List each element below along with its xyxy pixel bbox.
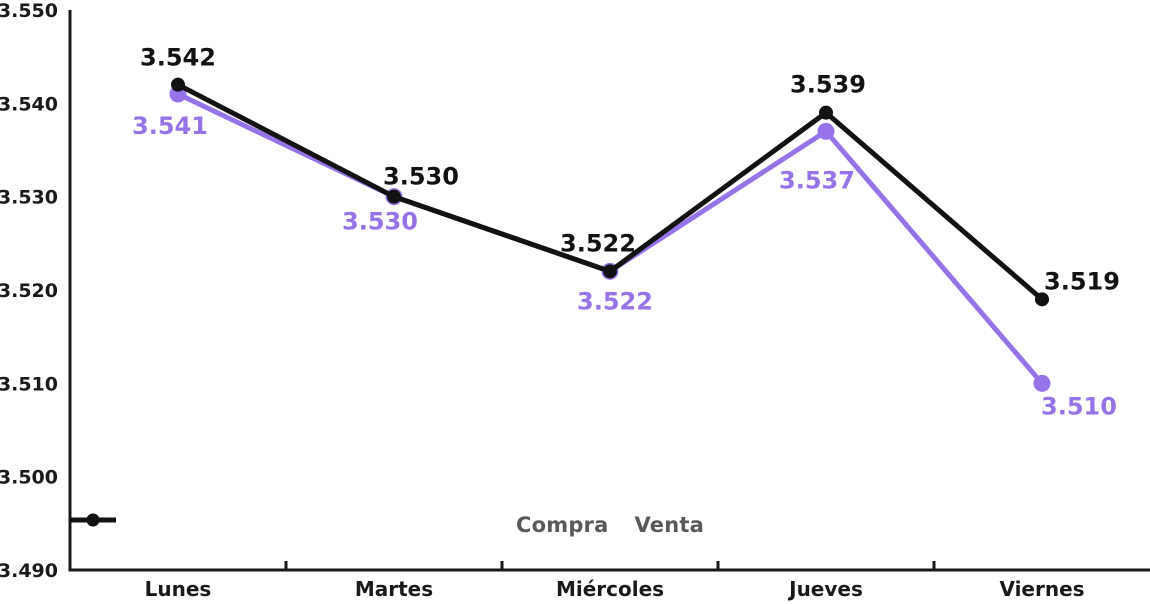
- data-label-compra-jueves: 3.537: [779, 166, 855, 194]
- y-tick-label: 3.500: [0, 467, 58, 489]
- data-point-venta-martes: [387, 189, 401, 204]
- x-axis-label-viernes: Viernes: [999, 577, 1084, 601]
- data-point-venta-viernes: [1035, 292, 1049, 307]
- x-axis-label-miercoles: Miércoles: [556, 577, 664, 601]
- data-point-venta-jueves: [819, 105, 833, 120]
- data-label-compra-lunes: 3.541: [132, 112, 208, 140]
- data-label-venta-jueves: 3.539: [790, 71, 866, 99]
- x-axis-label-lunes: Lunes: [145, 577, 212, 601]
- data-point-venta-miercoles: [603, 264, 617, 279]
- y-tick-label: 3.530: [0, 187, 58, 209]
- data-point-venta-lunes: [171, 77, 185, 92]
- data-label-venta-lunes: 3.542: [140, 44, 216, 72]
- data-label-compra-miercoles: 3.522: [577, 287, 653, 315]
- data-point-compra-jueves: [817, 122, 835, 140]
- data-label-compra-martes: 3.530: [342, 208, 418, 236]
- y-tick-label: 3.540: [0, 93, 58, 115]
- y-tick-label: 3.550: [0, 0, 58, 22]
- y-tick-label: 3.520: [0, 280, 58, 302]
- y-tick-label: 3.490: [0, 560, 58, 582]
- data-point-compra-viernes: [1033, 374, 1051, 392]
- data-label-venta-viernes: 3.519: [1044, 267, 1120, 295]
- data-label-compra-viernes: 3.510: [1041, 392, 1117, 420]
- data-label-venta-miercoles: 3.522: [560, 229, 636, 257]
- y-tick-label: 3.510: [0, 373, 58, 395]
- data-label-venta-martes: 3.530: [383, 163, 459, 191]
- x-axis-label-martes: Martes: [355, 577, 433, 601]
- x-axis-label-jueves: Jueves: [787, 577, 863, 601]
